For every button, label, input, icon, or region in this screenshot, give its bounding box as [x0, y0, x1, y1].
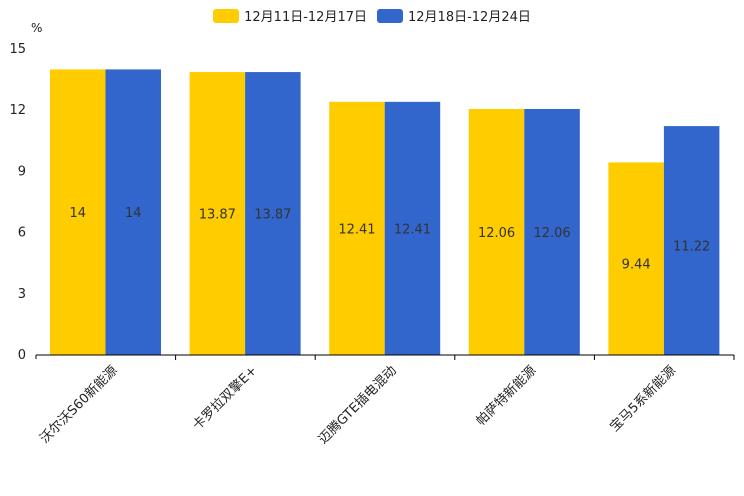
- legend-item-series-1[interactable]: 12月11日-12月17日: [213, 6, 367, 25]
- legend: 12月11日-12月17日 12月18日-12月24日: [0, 6, 744, 25]
- y-tick-label-5: 15: [9, 42, 26, 57]
- legend-swatch-series-2: [377, 8, 403, 23]
- bar-series-2-3: [384, 101, 441, 355]
- data-label-series-2-2: 13.87: [254, 208, 291, 223]
- legend-label-series-1: 12月11日-12月17日: [244, 10, 367, 25]
- data-label-series-1-2: 13.87: [199, 208, 236, 223]
- x-tick-label-3: 迈腾GTE插电混动: [315, 363, 400, 448]
- x-tick-label-4: 帕萨特新能源: [473, 363, 539, 429]
- bar-series-2-4: [524, 108, 580, 355]
- bar-series-1-2: [189, 72, 246, 355]
- data-label-series-1-1: 14: [69, 206, 86, 221]
- data-label-series-1-4: 12.06: [478, 226, 515, 241]
- bar-series-1-5: [608, 162, 664, 355]
- y-tick-label-3: 9: [18, 164, 26, 179]
- data-label-series-2-5: 11.22: [673, 240, 710, 255]
- bar-series-2-5: [663, 126, 720, 355]
- bar-series-1-4: [468, 108, 525, 355]
- legend-item-series-2[interactable]: 12月18日-12月24日: [377, 6, 531, 25]
- y-tick-label-0: 0: [18, 348, 26, 363]
- x-tick-label-2: 卡罗拉双擎E+: [190, 363, 260, 433]
- y-tick-label-1: 3: [18, 287, 26, 302]
- data-label-series-2-3: 12.41: [394, 222, 431, 237]
- legend-label-series-2: 12月18日-12月24日: [408, 10, 531, 25]
- bar-series-1-3: [329, 101, 385, 355]
- y-tick-label-2: 6: [18, 226, 26, 241]
- data-label-series-2-1: 14: [125, 206, 142, 221]
- data-label-series-1-5: 9.44: [622, 258, 651, 273]
- x-tick-label-5: 宝马5系新能源: [607, 363, 679, 435]
- data-label-series-1-3: 12.41: [338, 222, 375, 237]
- bar-series-1-1: [50, 69, 106, 356]
- y-tick-label-4: 12: [9, 103, 26, 118]
- bar-series-2-1: [105, 69, 161, 356]
- legend-swatch-series-1: [213, 8, 240, 23]
- x-tick-label-1: 沃尔沃S60新能源: [37, 363, 121, 447]
- data-label-series-2-4: 12.06: [533, 226, 570, 241]
- y-axis-unit: %: [31, 21, 43, 35]
- bar-series-2-2: [245, 72, 301, 355]
